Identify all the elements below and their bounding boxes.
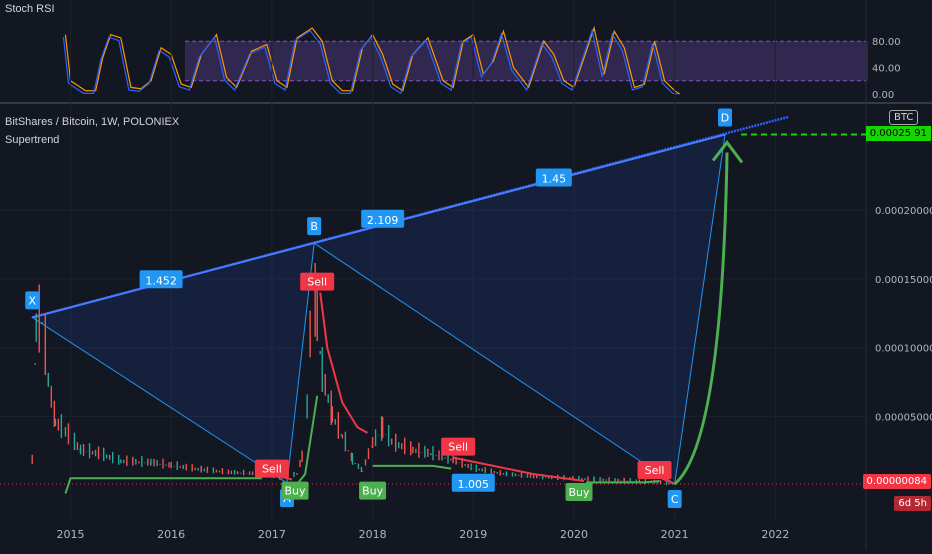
target-price-tag: 0.00025 91 [865,126,931,141]
time-tick-label: 2019 [459,528,487,541]
buy-signal-badge [281,481,309,500]
stoch-tick-label: 40.00 [872,64,901,75]
buy-signal-label: Buy [285,485,307,498]
bar-countdown: 6d 5h [894,496,931,511]
ratio-label: 1.005 [458,478,490,491]
stoch-tick-label: 0.00 [872,90,894,101]
time-tick-label: 2022 [761,528,789,541]
buy-signal-label: Buy [568,486,590,499]
time-tick-label: 2015 [56,528,84,541]
ratio-badge [535,168,572,187]
ratio-badge [451,473,495,492]
pattern-point-label: B [310,220,318,233]
forecast-arrow [673,152,729,486]
pattern-point-label: C [671,493,679,506]
stoch-tick-label: 80.00 [872,37,901,48]
supertrend-line [661,477,676,485]
supertrend-line [372,464,452,470]
sell-signal-badge [254,459,289,478]
supertrend-line [64,477,262,494]
forecast-arrow-head [711,140,744,164]
ratio-badge [361,209,405,228]
buy-signal-badge [565,483,593,502]
price-tick-label: 0.00005000 [875,412,932,423]
sell-signal-badge [637,461,672,480]
ratio-label: 1.45 [542,173,567,186]
ratio-label: 1.452 [145,274,177,287]
price-tick-label: 0.00020000 [875,206,932,217]
supertrend-line [586,480,660,484]
price-tick-label: 0.00010000 [875,344,932,355]
stoch-title: Stoch RSI [5,3,55,15]
ratio-badge [139,270,183,289]
stoch-d-line [62,28,678,95]
sell-signal-badge [300,272,335,291]
sell-signal-label: Sell [307,276,327,289]
buy-signal-badge [359,481,387,500]
ratio-label: 2.109 [367,214,399,227]
time-tick-label: 2020 [560,528,588,541]
supertrend-line [319,292,369,434]
price-tick-label: 0.00015000 [875,275,932,286]
time-tick-label: 2017 [258,528,286,541]
supertrend-line [452,456,585,483]
sell-signal-label: Sell [262,463,282,476]
stoch-band [185,41,868,81]
indicator-title[interactable]: Supertrend [5,134,60,146]
symbol-title[interactable]: BitShares / Bitcoin, 1W, POLONIEX [5,116,180,128]
last-price-tag: 0.00000084 [862,474,931,489]
sell-signal-label: Sell [448,441,468,454]
sell-signal-badge [441,437,476,456]
pattern-point-label: X [28,294,36,307]
time-tick-label: 2021 [661,528,689,541]
pattern-point-label: D [721,112,729,125]
pattern-point-badge [718,108,733,127]
currency-badge[interactable]: BTC [889,110,919,125]
buy-signal-label: Buy [362,485,384,498]
time-tick-label: 2016 [157,528,185,541]
pattern-point-badge [307,217,322,236]
pattern-point-badge [667,490,682,509]
time-tick-label: 2018 [359,528,387,541]
sell-signal-label: Sell [645,464,665,477]
pattern-point-badge [25,291,40,310]
